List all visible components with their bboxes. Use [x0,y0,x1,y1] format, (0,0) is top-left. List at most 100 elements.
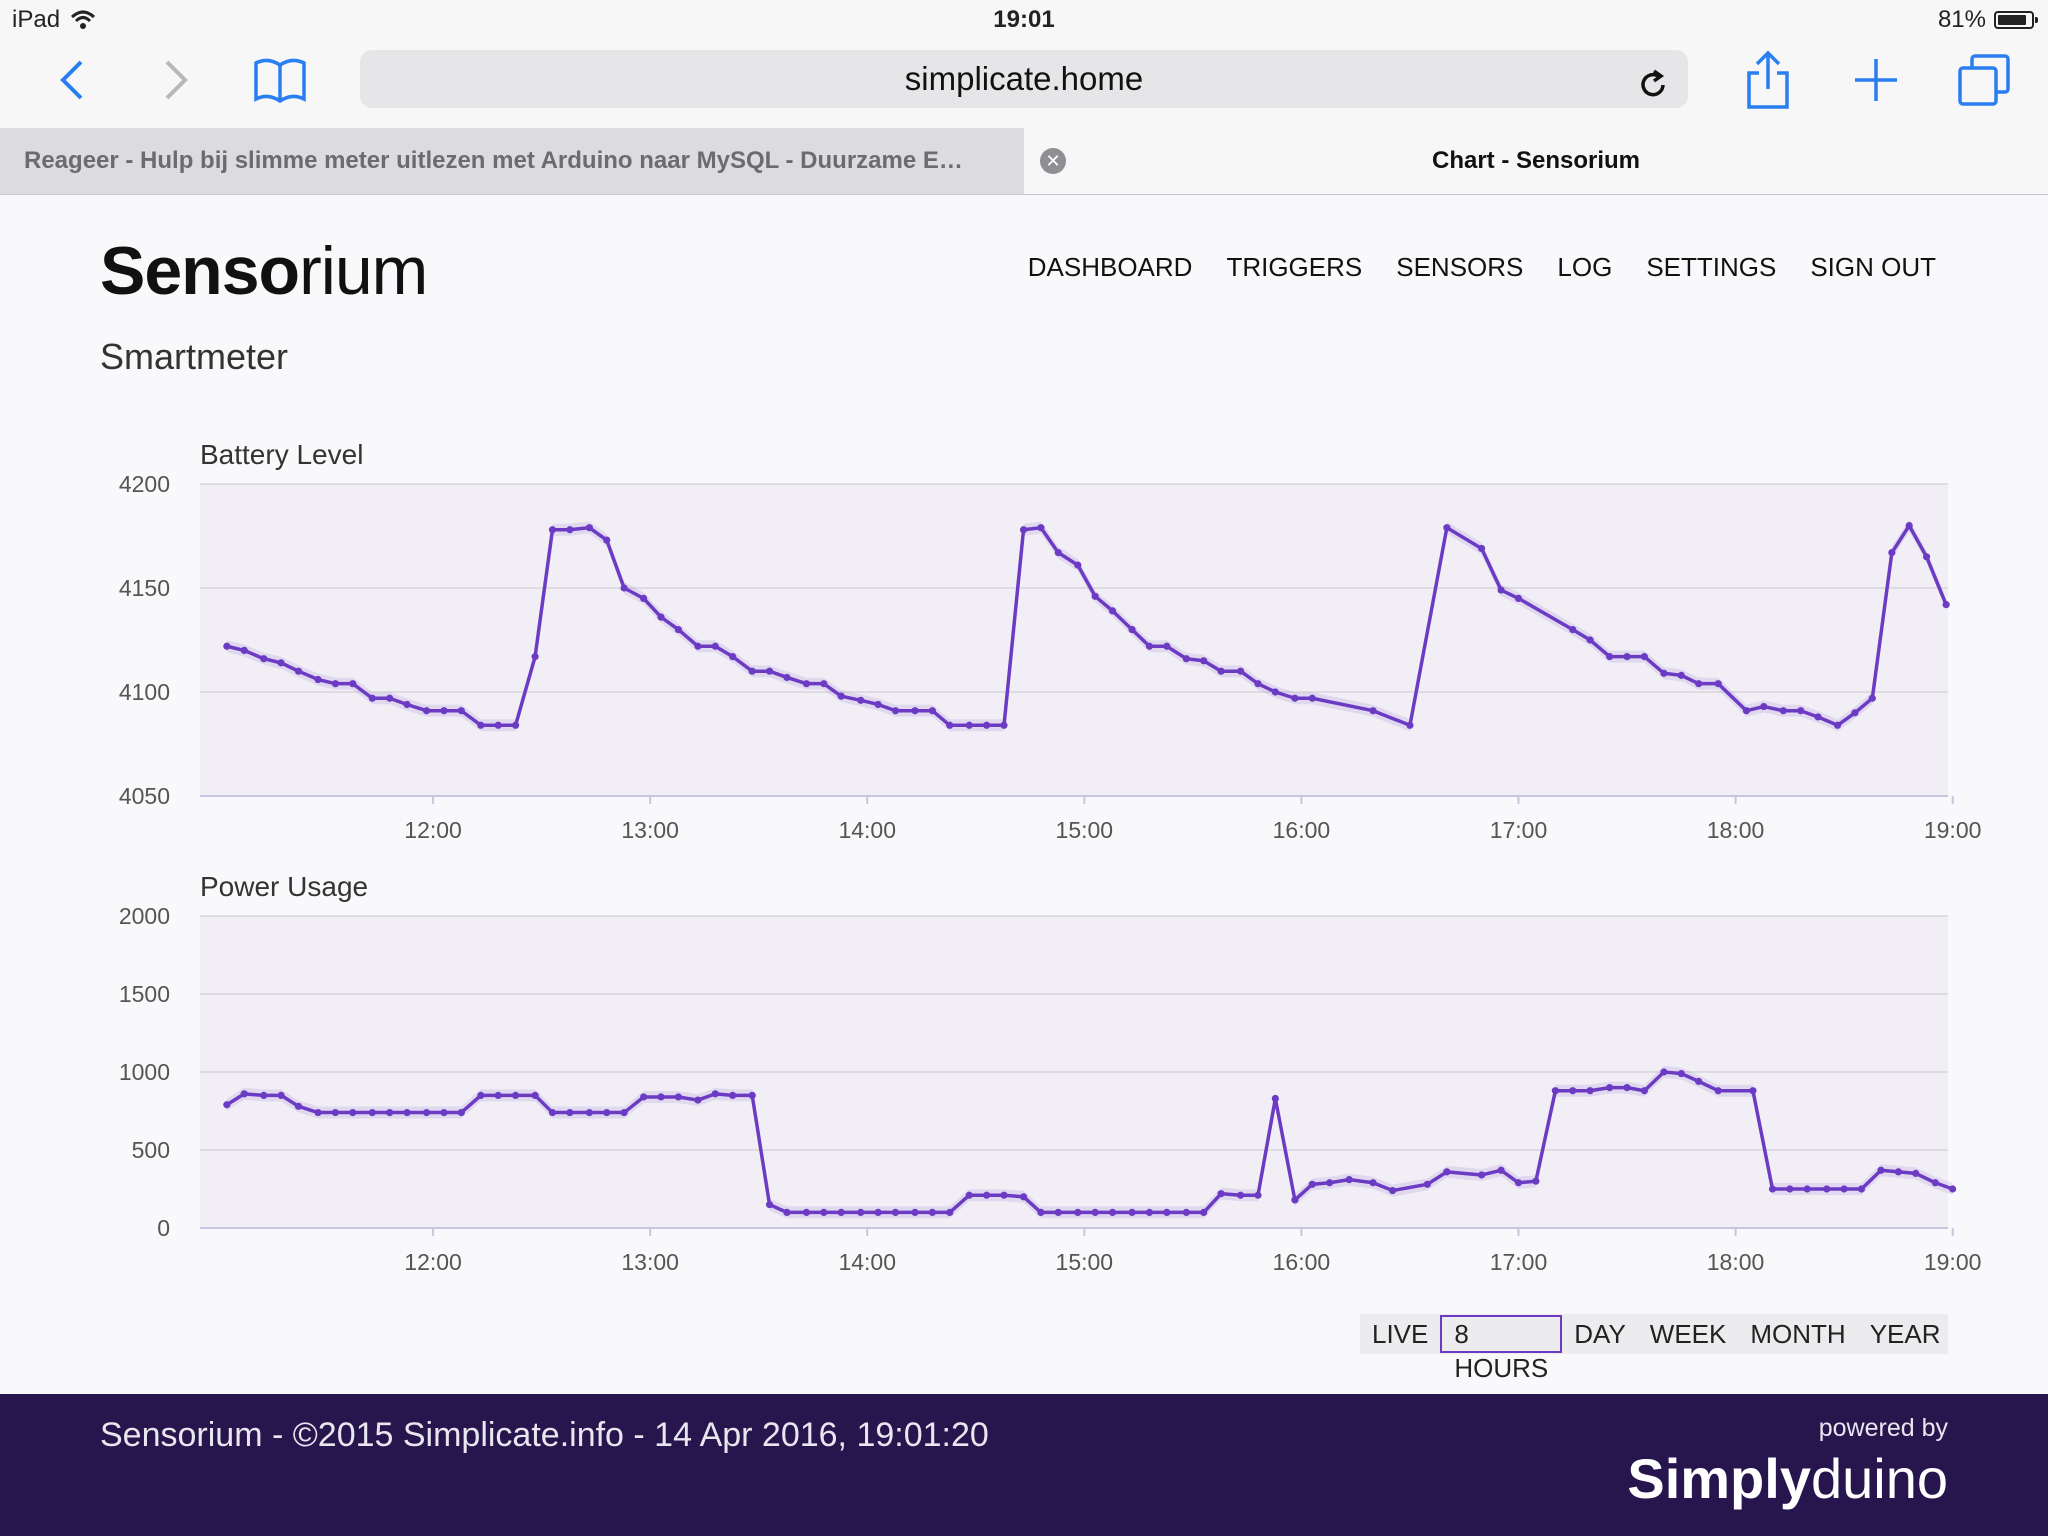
data-point [1108,1208,1117,1216]
new-tab-button[interactable] [1848,50,1904,110]
range-month-button[interactable]: MONTH [1750,1319,1846,1349]
data-point [1182,655,1190,663]
data-point [620,584,628,592]
address-bar[interactable]: simplicate.home [360,50,1688,108]
close-icon: ✕ [1045,151,1061,171]
data-point [1369,1179,1377,1187]
logo-bold: Senso [100,233,300,309]
data-point [837,1208,845,1216]
data-point [1606,1084,1614,1092]
brand-light: duino [1810,1447,1948,1510]
y-tick-label: 4150 [119,575,170,601]
data-point [240,1090,248,1098]
data-point [1922,553,1931,561]
share-button[interactable] [1740,50,1796,110]
reload-button[interactable] [1636,62,1670,120]
data-point [457,707,465,715]
data-point [1760,702,1768,711]
chart-title: Power Usage [200,871,368,902]
range-year-button[interactable]: YEAR [1869,1319,1941,1349]
y-tick-label: 1000 [119,1059,170,1085]
data-point [566,1108,574,1117]
y-tick-label: 0 [157,1215,170,1241]
data-point [1814,713,1822,721]
data-point [477,721,485,729]
forward-button[interactable] [152,50,200,110]
data-point [1742,707,1751,715]
data-point [1695,1077,1703,1085]
simplyduino-logo[interactable]: Simplyduino [1627,1446,1948,1511]
data-point [277,1091,285,1099]
data-point [983,721,991,729]
data-point [911,707,919,715]
data-point [1254,1191,1262,1199]
x-tick-label: 19:00 [1924,817,1982,843]
data-point [511,721,520,729]
x-tick-label: 17:00 [1490,817,1548,843]
tabs-overview-button[interactable] [1954,50,2014,110]
data-point [422,1108,431,1117]
data-point [729,1091,737,1099]
site-logo[interactable]: Sensorium [100,232,428,310]
data-point [1823,1185,1831,1193]
data-point [983,1191,991,1199]
back-button[interactable] [48,50,96,110]
main-nav: DASHBOARD TRIGGERS SENSORS LOG SETTINGS … [1028,252,1936,283]
power-chart-svg: Power Usage 2000 1500 1000 500 0 12:00 13:00 14:… [119,871,1982,1275]
range-day-button[interactable]: DAY [1574,1319,1626,1349]
x-tick-label: 15:00 [1056,1249,1114,1275]
range-live-button[interactable]: LIVE [1372,1319,1429,1349]
range-8-hours-button[interactable]: 8 HOURS [1440,1315,1563,1383]
x-tick-label: 12:00 [404,1249,462,1275]
nav-sign-out[interactable]: SIGN OUT [1810,252,1936,282]
series-line [226,523,1948,728]
bookmarks-button[interactable] [250,50,310,110]
close-tab-button[interactable]: ✕ [1040,148,1066,174]
data-point [657,1093,665,1101]
tab-chart-sensorium[interactable]: Chart - Sensorium [1024,128,2048,194]
data-point [1019,526,1028,534]
data-point [494,721,502,729]
data-point [1714,680,1722,688]
data-point [928,1208,936,1216]
data-point [1308,1180,1316,1188]
data-point [1877,1166,1885,1174]
y-tick-label: 4200 [119,471,170,497]
data-point [1569,1087,1577,1095]
data-point [694,642,702,650]
nav-dashboard[interactable]: DASHBOARD [1027,252,1193,282]
data-point [965,721,973,729]
data-point [1477,1171,1486,1179]
data-point [748,1091,756,1099]
data-point [1443,524,1451,532]
data-point [1768,1185,1777,1193]
data-point [1888,549,1896,557]
tab-reageer[interactable]: Reageer - Hulp bij slimme meter uitlezen… [0,128,1024,194]
data-point [1369,707,1377,715]
data-point [1532,1177,1540,1185]
data-point [1128,626,1136,634]
range-week-button[interactable]: WEEK [1649,1319,1727,1349]
nav-sensors[interactable]: SENSORS [1396,252,1524,282]
nav-log[interactable]: LOG [1557,252,1613,282]
data-point [765,1201,774,1209]
plot-area [200,484,1948,796]
logo-light: rium [299,233,428,309]
tabs-icon [1958,54,2010,106]
y-tick-label: 4100 [119,679,170,705]
data-point [1623,653,1631,661]
y-tick-label: 1500 [119,981,170,1007]
data-point [277,659,285,667]
data-point [1894,1168,1902,1176]
data-point [1182,1208,1190,1216]
data-point [1217,1190,1225,1198]
data-point [1237,1191,1245,1199]
data-point [640,594,648,602]
nav-settings[interactable]: SETTINGS [1646,252,1777,282]
data-point [1345,1176,1353,1184]
data-point [1163,1208,1171,1216]
data-point [1326,1179,1334,1187]
data-point [765,667,774,675]
nav-triggers[interactable]: TRIGGERS [1226,252,1363,282]
data-point [511,1091,520,1099]
